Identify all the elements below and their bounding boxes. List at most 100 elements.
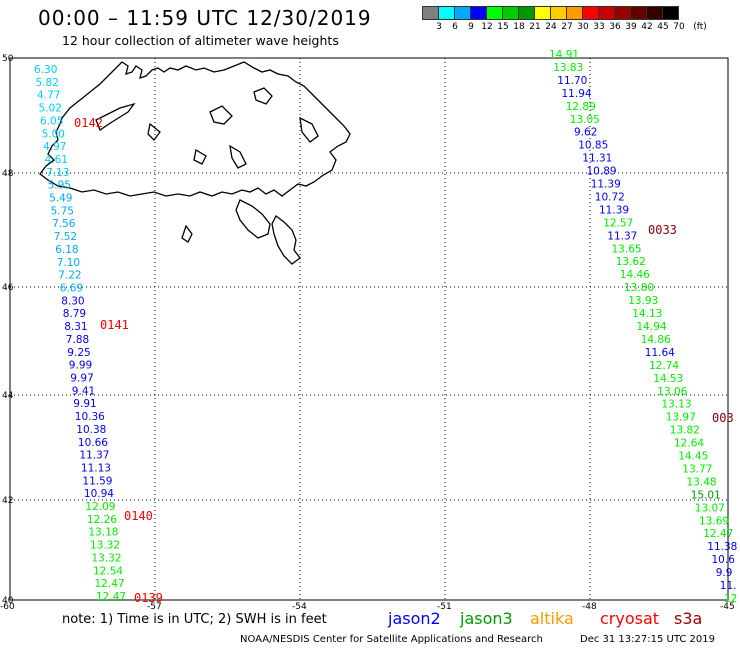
pass-number-label: 0140 bbox=[124, 509, 153, 523]
colorbar-tick-label: 21 bbox=[529, 22, 541, 32]
wave-height-value: 5.00 bbox=[42, 128, 65, 140]
wave-height-value: 13.13 bbox=[662, 399, 692, 411]
legend-jason3: jason3 bbox=[460, 609, 513, 628]
colorbar-tick-label: 42 bbox=[641, 22, 653, 32]
wave-height-value: 13.69 bbox=[699, 515, 729, 527]
wave-height-value: 9.62 bbox=[574, 127, 597, 139]
footnote: note: 1) Time is in UTC; 2) SWH is in fe… bbox=[62, 612, 327, 627]
wave-height-value: 10.6 bbox=[712, 554, 736, 566]
longitude-label: -60 bbox=[0, 602, 15, 610]
longitude-label: -51 bbox=[437, 602, 452, 610]
wave-height-value: 5.49 bbox=[49, 193, 72, 205]
colorbar-tick-label: 30 bbox=[577, 22, 589, 32]
longitude-label: -54 bbox=[292, 602, 307, 610]
pass-number-label: 0139 bbox=[134, 591, 163, 605]
longitude-label: -57 bbox=[147, 602, 162, 610]
wave-height-value: 12.54 bbox=[93, 565, 123, 577]
wave-height-value: 12.89 bbox=[566, 101, 596, 113]
latitude-label: 50 bbox=[2, 54, 14, 64]
colorbar-tick-label: 9 bbox=[468, 22, 474, 32]
altimeter-track-east: 14.9113.8311.7011.9412.8913.059.6210.851… bbox=[549, 49, 737, 605]
latitude-label: 40 bbox=[2, 596, 14, 606]
wave-height-value: 13.32 bbox=[92, 552, 122, 564]
latitude-label: 44 bbox=[2, 391, 14, 401]
wave-height-value: 5.02 bbox=[39, 103, 62, 115]
map-frame bbox=[9, 57, 729, 601]
pass-number-label: 0141 bbox=[100, 318, 129, 332]
wave-height-value: 11.31 bbox=[582, 153, 612, 165]
wave-height-value: 11.37 bbox=[79, 450, 109, 462]
wave-height-value: 13.48 bbox=[687, 476, 717, 488]
wave-height-value: 14.13 bbox=[632, 308, 662, 320]
wave-height-value: 11.64 bbox=[645, 347, 675, 359]
wave-height-value: 5.75 bbox=[51, 205, 74, 217]
wave-height-value: 13.83 bbox=[553, 62, 583, 74]
wave-height-value: 13.05 bbox=[570, 114, 600, 126]
pass-number-label: 003 bbox=[712, 411, 734, 425]
colorbar-tick-label: 15 bbox=[497, 22, 509, 32]
wave-height-value: 13.93 bbox=[628, 295, 658, 307]
wave-height-value: 8.30 bbox=[61, 295, 84, 307]
colorbar-tick-label: 18 bbox=[513, 22, 525, 32]
wave-height-value: 12.26 bbox=[87, 514, 117, 526]
credit-line: NOAA/NESDIS Center for Satellite Applica… bbox=[240, 634, 543, 645]
wave-height-value: 10.36 bbox=[75, 411, 105, 423]
longitude-label: -45 bbox=[720, 602, 735, 610]
wave-height-value: 10.38 bbox=[76, 424, 106, 436]
wave-height-value: 12 bbox=[724, 593, 737, 605]
axis-labels: 50 48 46 44 42 40-60 -57 -54 -51 -48 -45 bbox=[0, 54, 735, 610]
wave-height-value: 9.25 bbox=[67, 347, 90, 359]
wave-height-value: 13.18 bbox=[88, 527, 118, 539]
wave-height-value: 13.82 bbox=[670, 425, 700, 437]
colorbar-tick-label: 27 bbox=[561, 22, 573, 32]
colorbar-tick-label: 33 bbox=[593, 22, 605, 32]
wave-height-value: 4.77 bbox=[37, 90, 60, 102]
wave-height-value: 7.22 bbox=[58, 270, 81, 282]
wave-height-value: 4.61 bbox=[45, 154, 68, 166]
colorbar-tick-label: 39 bbox=[625, 22, 637, 32]
wave-height-value: 7.56 bbox=[52, 218, 76, 230]
wave-height-value: 8.79 bbox=[63, 308, 86, 320]
wave-height-value: 10.94 bbox=[84, 488, 114, 500]
latitude-label: 46 bbox=[2, 283, 14, 293]
wave-height-value: 5.82 bbox=[36, 77, 59, 89]
wave-height-value: 9.41 bbox=[72, 385, 95, 397]
wave-height-value: 11.70 bbox=[557, 75, 587, 87]
generation-timestamp: Dec 31 13:27:15 UTC 2019 bbox=[580, 634, 715, 645]
wave-height-value: 5.95 bbox=[48, 180, 71, 192]
wave-height-value: 11.37 bbox=[607, 230, 637, 242]
wave-height-value: 9.9 bbox=[716, 567, 733, 579]
legend-altika: altika bbox=[530, 609, 574, 628]
wave-height-value: 11.59 bbox=[82, 475, 112, 487]
wave-height-value: 8.31 bbox=[64, 321, 87, 333]
wave-height-value: 12.47 bbox=[95, 578, 125, 590]
wave-height-value: 14.45 bbox=[678, 451, 708, 463]
longitude-label: -48 bbox=[582, 602, 597, 610]
colorbar-swatch bbox=[662, 6, 679, 20]
wave-height-value: 7.88 bbox=[66, 334, 89, 346]
colorbar-tick-label: 24 bbox=[545, 22, 557, 32]
wave-height-value: 11.39 bbox=[591, 179, 621, 191]
wave-height-value: 11. bbox=[720, 580, 737, 592]
wave-height-value: 13.80 bbox=[624, 282, 654, 294]
wave-height-value: 10.66 bbox=[78, 437, 108, 449]
colorbar-tick-label: 12 bbox=[481, 22, 493, 32]
altimeter-track-west: 6.305.824.775.026.055.004.974.617.135.95… bbox=[34, 64, 126, 603]
wave-height-value: 14.94 bbox=[637, 321, 667, 333]
map-title: 00:00 – 11:59 UTC 12/30/2019 bbox=[38, 6, 372, 30]
wave-height-value: 9.99 bbox=[69, 360, 92, 372]
wave-height-value: 13.65 bbox=[612, 243, 642, 255]
wave-height-value: 10.72 bbox=[595, 192, 625, 204]
pass-number-label: 0142 bbox=[74, 116, 103, 130]
legend-cryosat: cryosat bbox=[600, 609, 660, 628]
colorbar-tick-label: 36 bbox=[609, 22, 621, 32]
colorbar-tick-label: 6 bbox=[452, 22, 458, 32]
wave-height-value: 4.97 bbox=[43, 141, 66, 153]
wave-height-value: 12.64 bbox=[674, 438, 704, 450]
wave-height-value: 11.39 bbox=[599, 204, 629, 216]
wave-height-value: 6.69 bbox=[60, 283, 83, 295]
wave-height-value: 14.46 bbox=[620, 269, 650, 281]
wave-height-value: 13.77 bbox=[682, 464, 712, 476]
latitude-label: 48 bbox=[2, 169, 14, 179]
